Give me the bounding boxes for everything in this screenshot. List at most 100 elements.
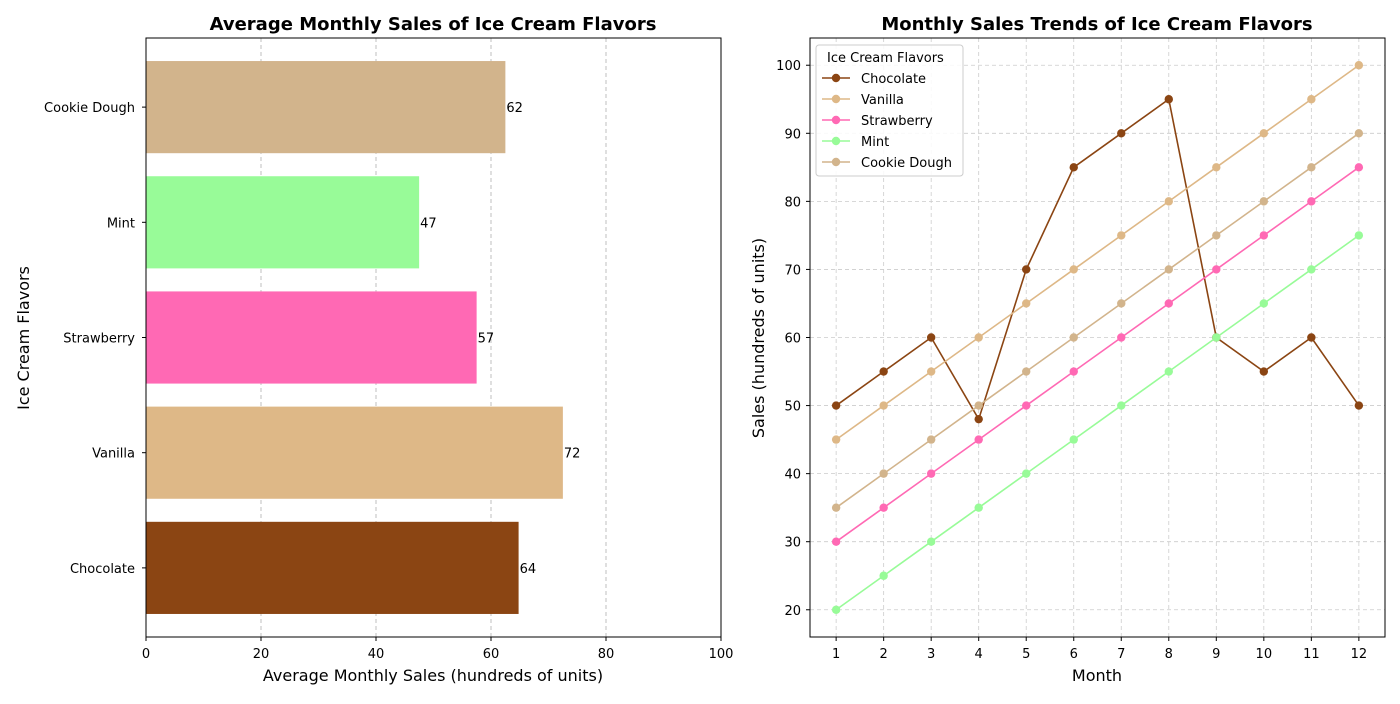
point-strawberry-month-6 xyxy=(1069,367,1078,376)
bar-vanilla xyxy=(146,406,563,499)
line-chart-y-axis-label: Sales (hundreds of units) xyxy=(749,238,768,438)
line-x-tick-label-3: 3 xyxy=(927,647,935,662)
point-cookie-dough-month-2 xyxy=(879,469,888,478)
line-x-tick-label-9: 9 xyxy=(1212,647,1220,662)
legend-marker-mint xyxy=(831,136,841,146)
point-cookie-dough-month-3 xyxy=(926,435,936,444)
point-vanilla-month-10 xyxy=(1259,129,1269,138)
point-mint-month-4 xyxy=(974,503,983,512)
point-cookie-dough-month-5 xyxy=(1022,367,1031,376)
bar-chart-data-labels: 64 72 57 47 62 xyxy=(420,101,580,577)
line-chart-y-ticks: 20 30 40 50 60 70 80 90 100 xyxy=(776,59,810,619)
legend-label-cookie-dough: Cookie Dough xyxy=(861,156,952,171)
bar-data-label-cookie-dough: 62 xyxy=(506,101,523,116)
point-chocolate-month-12 xyxy=(1354,401,1364,410)
point-cookie-dough-month-6 xyxy=(1069,333,1078,342)
line-chart-frame xyxy=(809,37,1386,638)
point-chocolate-month-11 xyxy=(1307,333,1316,342)
series-line-vanilla xyxy=(835,64,1360,441)
line-chart-series xyxy=(831,61,1364,614)
legend-marker-cookie-dough xyxy=(831,157,841,167)
point-vanilla-month-8 xyxy=(1164,197,1173,206)
bar-x-tick-label-100: 100 xyxy=(709,647,734,662)
series-line-strawberry xyxy=(835,166,1360,543)
point-vanilla-month-5 xyxy=(1022,299,1031,308)
line-y-tick-label-80: 80 xyxy=(784,195,801,210)
point-vanilla-month-2 xyxy=(879,401,888,410)
series-mint xyxy=(831,231,1364,614)
bar-chart-x-ticks: 0 20 40 60 80 100 xyxy=(142,637,734,662)
line-chart-title: Monthly Sales Trends of Ice Cream Flavor… xyxy=(881,14,1312,35)
point-strawberry-month-3 xyxy=(926,469,936,478)
point-vanilla-month-4 xyxy=(974,333,983,342)
line-x-tick-label-12: 12 xyxy=(1351,647,1368,662)
bar-chart-bars xyxy=(146,61,563,614)
point-mint-month-1 xyxy=(831,605,841,614)
series-vanilla xyxy=(831,61,1364,444)
line-x-tick-label-8: 8 xyxy=(1165,647,1173,662)
line-chart: Monthly Sales Trends of Ice Cream Flavor… xyxy=(749,14,1386,685)
point-vanilla-month-3 xyxy=(926,367,936,376)
legend-box xyxy=(815,44,964,177)
bar-chart: Average Monthly Sales of Ice Cream Flavo… xyxy=(14,14,733,685)
point-mint-month-3 xyxy=(926,537,936,546)
bar-x-tick-label-0: 0 xyxy=(142,647,150,662)
point-vanilla-month-11 xyxy=(1307,95,1316,104)
bar-chart-y-axis-label: Ice Cream Flavors xyxy=(14,266,33,410)
legend-label-vanilla: Vanilla xyxy=(861,93,904,108)
point-cookie-dough-month-1 xyxy=(831,503,841,512)
line-y-tick-label-50: 50 xyxy=(784,400,801,415)
line-y-tick-label-40: 40 xyxy=(784,468,801,483)
line-y-tick-label-90: 90 xyxy=(784,127,801,142)
point-strawberry-month-4 xyxy=(974,435,983,444)
bar-y-tick-label-chocolate: Chocolate xyxy=(70,562,135,577)
line-y-tick-label-60: 60 xyxy=(784,332,801,347)
legend-marker-chocolate xyxy=(831,73,841,83)
point-mint-month-5 xyxy=(1022,469,1031,478)
point-mint-month-10 xyxy=(1259,299,1269,308)
bar-x-tick-label-20: 20 xyxy=(253,647,270,662)
line-y-tick-label-20: 20 xyxy=(784,604,801,619)
line-x-tick-label-7: 7 xyxy=(1117,647,1125,662)
legend-label-mint: Mint xyxy=(861,135,889,150)
point-chocolate-month-3 xyxy=(926,333,936,342)
point-vanilla-month-9 xyxy=(1212,163,1221,172)
bar-data-label-vanilla: 72 xyxy=(564,447,581,462)
point-vanilla-month-1 xyxy=(831,435,841,444)
series-line-cookie-dough xyxy=(835,132,1360,509)
point-chocolate-month-4 xyxy=(974,414,983,424)
point-mint-month-9 xyxy=(1212,333,1221,342)
legend-label-chocolate: Chocolate xyxy=(861,72,926,87)
point-cookie-dough-month-10 xyxy=(1259,197,1269,206)
series-chocolate xyxy=(831,95,1364,424)
bar-x-tick-label-40: 40 xyxy=(368,647,385,662)
bar-y-tick-label-cookie-dough: Cookie Dough xyxy=(44,101,135,116)
point-mint-month-2 xyxy=(879,571,888,580)
point-strawberry-month-12 xyxy=(1354,163,1364,172)
point-strawberry-month-7 xyxy=(1117,333,1126,342)
line-chart-legend: Ice Cream Flavors Chocolate Vanilla Strawb… xyxy=(815,44,964,177)
bar-chart-frame xyxy=(145,37,722,638)
point-strawberry-month-11 xyxy=(1307,197,1316,206)
point-cookie-dough-month-11 xyxy=(1307,163,1316,172)
bar-strawberry xyxy=(146,291,477,384)
line-x-tick-label-5: 5 xyxy=(1022,647,1030,662)
point-strawberry-month-9 xyxy=(1212,265,1221,274)
series-line-chocolate xyxy=(835,97,1360,422)
point-chocolate-month-1 xyxy=(831,401,841,410)
point-strawberry-month-5 xyxy=(1022,401,1031,410)
line-x-tick-label-11: 11 xyxy=(1303,647,1320,662)
point-mint-month-6 xyxy=(1069,435,1078,444)
line-y-tick-label-30: 30 xyxy=(784,536,801,551)
point-vanilla-month-7 xyxy=(1117,231,1126,240)
legend-items: Chocolate Vanilla Strawberry Mint Cookie Dou… xyxy=(822,72,952,171)
bar-x-tick-label-60: 60 xyxy=(483,647,500,662)
bar-mint xyxy=(146,176,420,269)
bar-chart-x-axis-label: Average Monthly Sales (hundreds of units… xyxy=(263,666,603,685)
point-mint-month-12 xyxy=(1354,231,1364,240)
point-cookie-dough-month-8 xyxy=(1164,265,1173,274)
point-chocolate-month-7 xyxy=(1117,129,1126,138)
point-cookie-dough-month-4 xyxy=(974,401,983,410)
bar-data-label-chocolate: 64 xyxy=(520,562,537,577)
